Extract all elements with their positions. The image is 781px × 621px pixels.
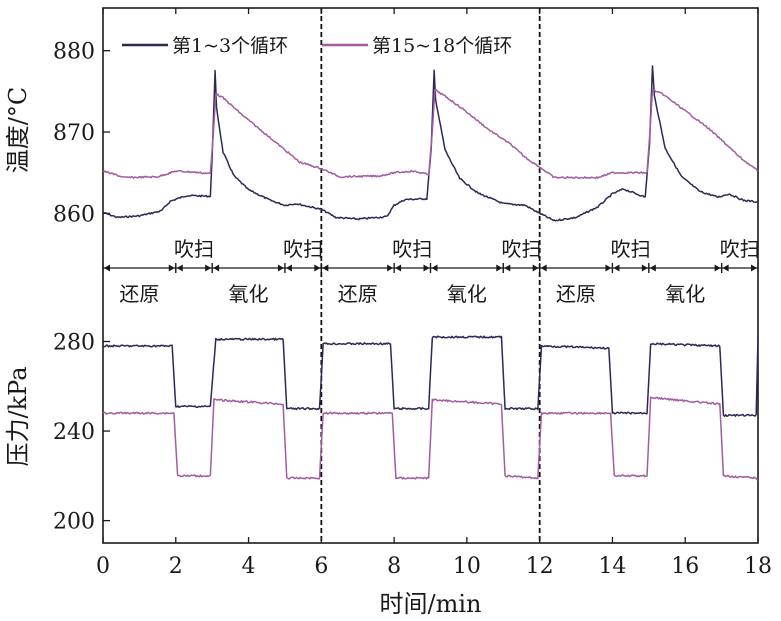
x-tick-label: 18 bbox=[744, 554, 772, 579]
temp-y-axis-title: 温度/°C bbox=[4, 87, 32, 173]
legend-label-1: 第1~3个循环 bbox=[172, 35, 288, 57]
phase-label-oxidation: 氧化 bbox=[447, 282, 487, 306]
phase-arrowhead-left bbox=[431, 264, 438, 272]
phase-arrowhead-right bbox=[277, 264, 284, 272]
phase-arrowhead-right bbox=[387, 264, 394, 272]
phase-arrowhead-right bbox=[714, 264, 721, 272]
temp-y-tick-label: 860 bbox=[53, 202, 95, 227]
phase-label-reduction: 还原 bbox=[338, 282, 378, 306]
phase-arrowhead-right bbox=[496, 264, 503, 272]
temp-y-tick-label: 880 bbox=[53, 40, 95, 65]
phase-arrowhead-right bbox=[314, 264, 321, 272]
phase-arrowhead-left bbox=[722, 264, 729, 272]
phase-arrowhead-left bbox=[104, 264, 110, 272]
phase-arrowhead-left bbox=[213, 264, 220, 272]
phase-arrowhead-right bbox=[641, 264, 648, 272]
temperature-series-line-1 bbox=[102, 65, 759, 222]
phase-label-oxidation: 氧化 bbox=[665, 282, 705, 306]
x-tick-label: 4 bbox=[242, 554, 256, 579]
x-tick-label: 0 bbox=[96, 554, 110, 579]
temperature-series-line-2 bbox=[102, 88, 759, 180]
phase-arrowhead-right bbox=[605, 264, 612, 272]
phase-arrowhead-right bbox=[168, 264, 175, 272]
phase-label-purge: 吹扫 bbox=[720, 237, 760, 261]
plot-frame bbox=[102, 7, 759, 544]
phase-label-reduction: 还原 bbox=[556, 282, 596, 306]
pressure-y-tick-label: 240 bbox=[53, 420, 95, 445]
legend-label-2: 第15~18个循环 bbox=[372, 35, 512, 57]
pressure-y-axis-title: 压力/kPa bbox=[4, 366, 32, 466]
x-tick-label: 8 bbox=[387, 554, 401, 579]
phase-arrowhead-left bbox=[504, 264, 511, 272]
pressure-y-tick-label: 280 bbox=[53, 330, 95, 355]
temp-y-tick-label: 870 bbox=[53, 121, 95, 146]
phase-label-purge: 吹扫 bbox=[283, 237, 323, 261]
phase-label-oxidation: 氧化 bbox=[229, 282, 269, 306]
phase-label-purge: 吹扫 bbox=[501, 237, 541, 261]
x-tick-label: 2 bbox=[169, 554, 183, 579]
x-tick-label: 10 bbox=[453, 554, 481, 579]
x-tick-label: 16 bbox=[671, 554, 699, 579]
pressure-series-line-1 bbox=[102, 335, 759, 418]
x-tick-label: 12 bbox=[526, 554, 554, 579]
phase-arrowhead-left bbox=[540, 264, 547, 272]
phase-arrowhead-left bbox=[649, 264, 656, 272]
phase-arrowhead-left bbox=[613, 264, 620, 272]
phase-arrowhead-left bbox=[285, 264, 292, 272]
phase-arrowhead-right bbox=[532, 264, 539, 272]
phase-label-purge: 吹扫 bbox=[392, 237, 432, 261]
x-tick-label: 14 bbox=[598, 554, 626, 579]
phase-arrowhead-right bbox=[205, 264, 212, 272]
phase-label-purge: 吹扫 bbox=[174, 237, 214, 261]
phase-arrowhead-left bbox=[322, 264, 329, 272]
phase-arrowhead-left bbox=[176, 264, 183, 272]
pressure-y-tick-label: 200 bbox=[53, 510, 95, 535]
x-axis-title: 时间/min bbox=[380, 590, 482, 618]
phase-arrowhead-left bbox=[395, 264, 402, 272]
phase-label-purge: 吹扫 bbox=[611, 237, 651, 261]
phase-arrowhead-right bbox=[751, 264, 757, 272]
pressure-series-line-2 bbox=[102, 396, 759, 481]
phase-label-reduction: 还原 bbox=[119, 282, 159, 306]
x-tick-label: 6 bbox=[314, 554, 328, 579]
phase-arrowhead-right bbox=[423, 264, 430, 272]
